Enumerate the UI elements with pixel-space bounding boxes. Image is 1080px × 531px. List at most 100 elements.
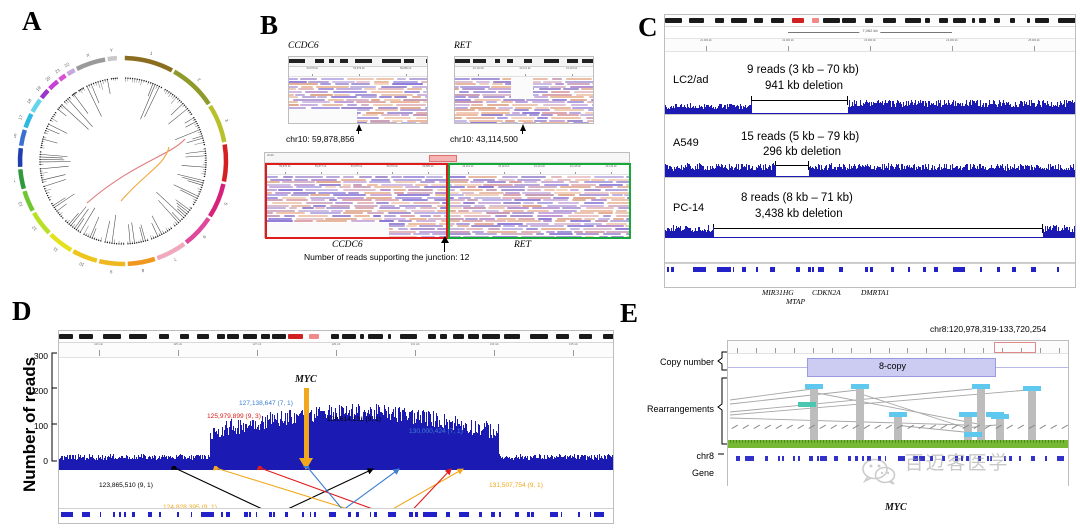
gene-feature[interactable] bbox=[955, 456, 958, 461]
aligned-read bbox=[412, 233, 430, 236]
gene-annotation-track-d[interactable] bbox=[59, 508, 613, 523]
coverage-bar bbox=[1026, 102, 1027, 114]
copy-number-segment-8copy[interactable] bbox=[807, 358, 996, 377]
igv-view-cdkn2a-region[interactable]: 7,062 kb 21,000 kb 22,000 kb 23,000 kb 24,0… bbox=[664, 14, 1076, 288]
position-label-ccdc6: chr10: 59,878,856 bbox=[286, 134, 355, 144]
gene-feature[interactable] bbox=[878, 456, 881, 461]
coverage-track-lc2ad[interactable]: LC2/ad 9 reads (3 kb – 70 kb) 941 kb del… bbox=[665, 52, 1075, 115]
gene-feature[interactable] bbox=[866, 456, 872, 461]
gene-feature[interactable] bbox=[1009, 456, 1013, 461]
aligned-read bbox=[470, 78, 500, 80]
gene-annotation-track[interactable] bbox=[665, 263, 1075, 276]
gene-feature[interactable] bbox=[1044, 456, 1047, 461]
gene-feature[interactable] bbox=[989, 456, 993, 461]
gene-feature[interactable] bbox=[965, 456, 970, 461]
gene-feature[interactable] bbox=[919, 456, 925, 461]
coverage-bar bbox=[676, 104, 677, 114]
rearrangement-bar[interactable] bbox=[977, 388, 985, 440]
gene-feature[interactable] bbox=[987, 456, 989, 461]
read-pileup-ccdc6[interactable]: 59,878 kb 59,879 kb 59,880 kb bbox=[288, 56, 428, 124]
rearrangement-cap[interactable] bbox=[986, 412, 1004, 417]
gene-feature[interactable] bbox=[1018, 456, 1022, 461]
coverage-track-a549[interactable]: A549 15 reads (5 kb – 79 kb) 296 kb dele… bbox=[665, 115, 1075, 178]
gene-feature[interactable] bbox=[977, 456, 982, 461]
gene-feature[interactable] bbox=[782, 456, 784, 461]
read-pileup-ret[interactable]: 43,113 kb 43,114 kb 43,115 kb bbox=[454, 56, 594, 124]
gene-feature[interactable] bbox=[736, 456, 740, 461]
igv-view-ret[interactable]: RET 43,113 kb 43,114 kb 43,115 kb bbox=[454, 41, 594, 124]
coverage-bar bbox=[1073, 103, 1074, 114]
coverage-bar bbox=[1068, 229, 1069, 238]
coverage-bar bbox=[230, 420, 231, 468]
rearrangement-bar[interactable] bbox=[856, 388, 864, 440]
gene-feature bbox=[717, 267, 732, 272]
coverage-bar bbox=[920, 237, 921, 238]
coverage-bar bbox=[961, 170, 962, 177]
coverage-bar bbox=[974, 165, 975, 177]
gene-feature[interactable] bbox=[913, 456, 918, 461]
gene-annotation-track-e[interactable] bbox=[728, 448, 1068, 486]
gene-feature[interactable] bbox=[764, 456, 768, 461]
rearrangement-bar[interactable] bbox=[996, 418, 1004, 440]
gene-feature[interactable] bbox=[793, 456, 796, 461]
coverage-bar bbox=[821, 165, 822, 177]
coverage-bar bbox=[932, 104, 933, 114]
chromosome-track-chr8[interactable] bbox=[728, 440, 1068, 448]
igv-view-chr8-e[interactable]: 8-copy bbox=[727, 340, 1069, 486]
gene-feature[interactable] bbox=[1031, 456, 1036, 461]
copy-number-track[interactable]: 8-copy bbox=[728, 354, 1068, 378]
coverage-bar bbox=[925, 163, 926, 177]
igv-view-myc-region[interactable]: 123 mb 125 mb 127 mb 129 mb 131 mb 133 mb 135 … bbox=[58, 330, 614, 524]
gene-feature[interactable] bbox=[862, 456, 865, 461]
rearrangement-cap[interactable] bbox=[798, 402, 816, 407]
coverage-bar bbox=[919, 167, 920, 177]
rearrangement-cap[interactable] bbox=[805, 384, 823, 389]
gene-feature[interactable] bbox=[1056, 456, 1064, 461]
gene-feature bbox=[422, 512, 437, 517]
rearrangement-cap[interactable] bbox=[851, 384, 869, 389]
gene-feature[interactable] bbox=[941, 456, 946, 461]
junction-split-view[interactable]: chr10 59,876 kb 59,877 kb 59,878 kb 59,879 … bbox=[264, 152, 631, 262]
igv-view-ccdc6[interactable]: CCDC6 59,878 kb 59,879 kb 59,880 kb bbox=[288, 41, 428, 124]
gene-feature bbox=[374, 512, 378, 517]
junction-right-pane-ret[interactable]: 43,112 kb 43,113 kb 43,114 kb 43,115 kb 43,1… bbox=[448, 163, 631, 239]
gene-feature[interactable] bbox=[834, 456, 838, 461]
junction-left-pane-ccdc6[interactable]: 59,876 kb 59,877 kb 59,878 kb 59,879 kb 59,8… bbox=[265, 163, 448, 239]
cytoband-ideogram[interactable] bbox=[665, 15, 1075, 27]
rearrangement-cap[interactable] bbox=[972, 384, 990, 389]
gene-feature[interactable] bbox=[778, 456, 780, 461]
coverage-bar bbox=[771, 170, 772, 177]
coverage-bar bbox=[1068, 167, 1069, 177]
coverage-bar bbox=[668, 169, 669, 177]
gene-feature[interactable] bbox=[798, 456, 801, 461]
gene-feature[interactable] bbox=[929, 456, 933, 461]
rearrangement-cap[interactable] bbox=[959, 412, 977, 417]
chromosome-tick bbox=[961, 440, 962, 443]
aligned-read bbox=[384, 217, 406, 220]
chromosome-tick bbox=[967, 440, 968, 443]
gene-feature[interactable] bbox=[809, 456, 813, 461]
rearrangement-bar[interactable] bbox=[1028, 390, 1036, 440]
coverage-bar bbox=[757, 113, 758, 114]
cytoband bbox=[158, 334, 170, 339]
aligned-read bbox=[415, 220, 436, 223]
gene-feature[interactable] bbox=[854, 456, 858, 461]
rearrangement-cap[interactable] bbox=[964, 432, 982, 437]
rearrangement-cap[interactable] bbox=[1023, 386, 1041, 391]
ruler-tick-label: 43,113 kb bbox=[498, 165, 510, 168]
gene-feature[interactable] bbox=[884, 456, 886, 461]
gene-feature[interactable] bbox=[1003, 456, 1007, 461]
gene-feature[interactable] bbox=[816, 456, 820, 461]
rearrangements-track[interactable] bbox=[728, 378, 1068, 440]
rearrangement-bar[interactable] bbox=[810, 388, 818, 440]
rearrangement-cap[interactable] bbox=[889, 412, 907, 417]
gene-feature[interactable] bbox=[897, 456, 905, 461]
rearrangement-bar[interactable] bbox=[964, 416, 972, 440]
coverage-track-pc14[interactable]: PC-14 8 reads (8 kb – 71 kb) 3,438 kb de… bbox=[665, 178, 1075, 263]
gene-feature[interactable] bbox=[848, 456, 851, 461]
cytoband-ideogram-d[interactable] bbox=[59, 331, 613, 343]
coverage-bar bbox=[919, 102, 920, 114]
gene-feature[interactable] bbox=[820, 456, 827, 461]
gene-feature[interactable] bbox=[960, 456, 963, 461]
gene-feature[interactable] bbox=[744, 456, 755, 461]
